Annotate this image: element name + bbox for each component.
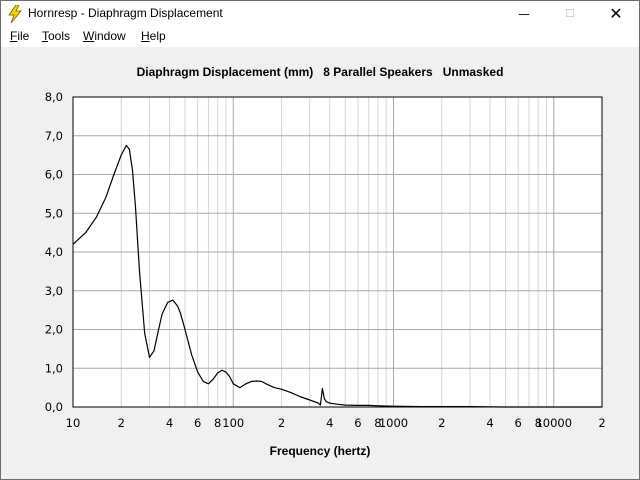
y-tick-label: 4,0 [45, 245, 63, 259]
menu-help[interactable]: Help [141, 29, 166, 43]
menu-file[interactable]: File [10, 29, 29, 43]
x-tick-label: 6 [194, 416, 201, 430]
x-tick-label: 4 [326, 416, 333, 430]
x-tick-label: 8 [214, 416, 221, 430]
y-tick-label: 2,0 [45, 323, 63, 337]
y-tick-label: 1,0 [45, 361, 63, 375]
maximize-button[interactable]: ☐ [565, 7, 575, 20]
menu-bar: File Tools Window Help [1, 27, 639, 47]
window-title: Hornresp - Diaphragm Displacement [28, 6, 223, 20]
y-tick-label: 5,0 [45, 206, 63, 220]
series-line [72, 144, 602, 408]
x-tick-label: 10 [66, 416, 81, 430]
x-axis-label: Frequency (hertz) [269, 444, 371, 458]
menu-tools-mnemonic: T [42, 29, 48, 43]
x-tick-label: 2 [118, 416, 125, 430]
x-tick-label: 4 [166, 416, 173, 430]
menu-tools[interactable]: Tools [42, 29, 70, 43]
menu-window-mnemonic: W [83, 29, 95, 43]
x-tick-label: 2 [278, 416, 285, 430]
close-button[interactable]: ✕ [609, 4, 623, 23]
x-tick-label: 6 [515, 416, 522, 430]
menu-window[interactable]: Window [83, 29, 126, 43]
menu-file-mnemonic: F [10, 29, 18, 43]
x-tick-label: 2 [598, 416, 605, 430]
y-tick-label: 3,0 [45, 284, 63, 298]
title-bar[interactable]: Hornresp - Diaphragm Displacement — ☐ ✕ [1, 1, 639, 27]
y-tick-label: 6,0 [45, 168, 63, 182]
chart-area: Diaphragm Displacement (mm) 8 Parallel S… [0, 46, 640, 476]
x-tick-label: 8 [374, 416, 381, 430]
minimize-button[interactable]: — [518, 7, 530, 21]
menu-tools-label: ools [48, 29, 71, 43]
x-tick-label: 1000 [379, 416, 408, 430]
y-tick-label: 8,0 [45, 90, 63, 104]
x-tick-label: 10000 [535, 416, 572, 430]
menu-help-mnemonic: H [141, 29, 150, 43]
chart-title: Diaphragm Displacement (mm) 8 Parallel S… [136, 65, 504, 79]
menu-window-label: indow [94, 29, 126, 43]
menu-help-label: elp [149, 29, 166, 43]
x-tick-label: 4 [486, 416, 493, 430]
x-tick-label: 100 [222, 416, 244, 430]
x-tick-label: 6 [354, 416, 361, 430]
plot-frame [72, 96, 603, 408]
y-tick-label: 0,0 [45, 400, 63, 414]
x-tick-label: 8 [535, 416, 542, 430]
lightning-bolt-icon [8, 5, 22, 23]
y-tick-label: 7,0 [45, 129, 63, 143]
x-tick-label: 2 [438, 416, 445, 430]
menu-file-label: ile [17, 29, 30, 43]
